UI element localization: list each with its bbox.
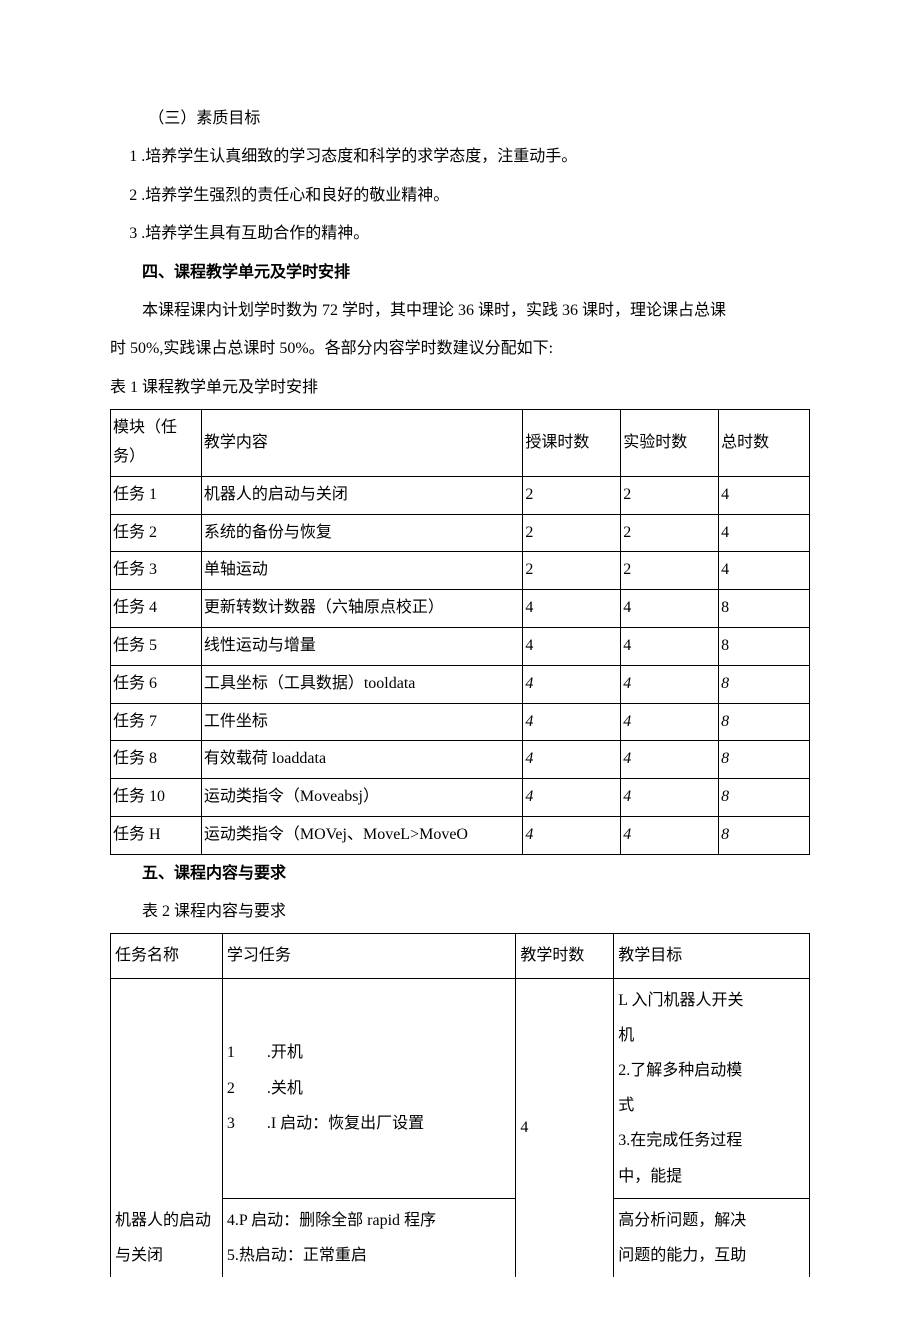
table1-cell: 4 [621, 741, 719, 779]
section4-body: 时 50%,实践课占总课时 50%。各部分内容学时数建议分配如下: [110, 330, 810, 368]
table1-cell: 工件坐标 [201, 703, 523, 741]
table1-cell: 4 [523, 627, 621, 665]
section4-body: 本课程课内计划学时数为 72 学时，其中理论 36 课时，实践 36 课时，理论… [110, 292, 810, 330]
table1-cell: 2 [621, 552, 719, 590]
task-name-cell: 机器人的启动与关闭 [111, 978, 223, 1277]
table1-cell: 4 [523, 665, 621, 703]
table1-header-cell: 实验时数 [621, 410, 719, 477]
table1-cell: 任务 5 [111, 627, 202, 665]
table2-header-cell: 任务名称 [111, 934, 223, 978]
table1-cell: 系统的备份与恢复 [201, 514, 523, 552]
goals-cell: 高分析问题，解决问题的能力，互助 [614, 1198, 810, 1277]
table1-cell: 8 [719, 816, 810, 854]
table1-cell: 4 [523, 590, 621, 628]
table1-header-cell: 模块（任务） [111, 410, 202, 477]
table1-cell: 4 [523, 741, 621, 779]
table1-cell: 4 [523, 779, 621, 817]
table1-header-cell: 授课时数 [523, 410, 621, 477]
table2-header-cell: 教学目标 [614, 934, 810, 978]
table2: 任务名称学习任务教学时数教学目标机器人的启动与关闭1 .开机2 .关机3 .I … [110, 933, 810, 1277]
table1-caption: 表 1 课程教学单元及学时安排 [110, 369, 810, 407]
table1-cell: 任务 1 [111, 476, 202, 514]
table1-cell: 2 [621, 514, 719, 552]
table1-cell: 4 [621, 590, 719, 628]
table1-cell: 任务 4 [111, 590, 202, 628]
table1-cell: 任务 10 [111, 779, 202, 817]
table1-cell: 任务 6 [111, 665, 202, 703]
table2-caption: 表 2 课程内容与要求 [110, 893, 810, 931]
goal-item: 2 .培养学生强烈的责任心和良好的敬业精神。 [110, 177, 810, 215]
table1-header-cell: 总时数 [719, 410, 810, 477]
table2-header-cell: 教学时数 [516, 934, 614, 978]
goals-cell: L 入门机器人开关机2.了解多种启动模式3.在完成任务过程中，能提 [614, 978, 810, 1198]
table1-cell: 4 [621, 703, 719, 741]
table1-cell: 8 [719, 741, 810, 779]
table1-cell: 4 [719, 514, 810, 552]
table1-cell: 4 [621, 816, 719, 854]
table1-cell: 8 [719, 665, 810, 703]
table1-cell: 4 [621, 665, 719, 703]
table1: 模块（任务）教学内容授课时数实验时数总时数任务 1机器人的启动与关闭224任务 … [110, 409, 810, 855]
task-list-cell: 4.P 启动：删除全部 rapid 程序5.热启动：正常重启 [222, 1198, 516, 1277]
table1-cell: 任务 H [111, 816, 202, 854]
table1-cell: 8 [719, 779, 810, 817]
table1-cell: 单轴运动 [201, 552, 523, 590]
table1-cell: 工具坐标（工具数据）tooldata [201, 665, 523, 703]
table1-cell: 2 [523, 552, 621, 590]
table1-cell: 任务 3 [111, 552, 202, 590]
table1-cell: 4 [621, 627, 719, 665]
table1-cell: 4 [719, 552, 810, 590]
table1-cell: 更新转数计数器（六轴原点校正） [201, 590, 523, 628]
table1-cell: 4 [621, 779, 719, 817]
table1-cell: 任务 2 [111, 514, 202, 552]
table1-cell: 2 [523, 476, 621, 514]
table1-cell: 4 [523, 703, 621, 741]
section5-title: 五、课程内容与要求 [110, 855, 810, 893]
table2-header-cell: 学习任务 [222, 934, 516, 978]
table1-cell: 机器人的启动与关闭 [201, 476, 523, 514]
hours-cell: 4 [516, 978, 614, 1277]
table1-cell: 运动类指令（Moveabsj） [201, 779, 523, 817]
table1-cell: 任务 8 [111, 741, 202, 779]
table1-cell: 运动类指令（MOVej、MoveL>MoveO [201, 816, 523, 854]
table1-cell: 4 [523, 816, 621, 854]
table1-cell: 8 [719, 590, 810, 628]
table1-cell: 2 [523, 514, 621, 552]
table1-cell: 有效载荷 loaddata [201, 741, 523, 779]
table1-header-cell: 教学内容 [201, 410, 523, 477]
table1-cell: 4 [719, 476, 810, 514]
table1-cell: 8 [719, 627, 810, 665]
section4-title: 四、课程教学单元及学时安排 [110, 254, 810, 292]
table1-cell: 2 [621, 476, 719, 514]
goal-item: 1 .培养学生认真细致的学习态度和科学的求学态度，注重动手。 [110, 138, 810, 176]
goal-item: 3 .培养学生具有互助合作的精神。 [110, 215, 810, 253]
table1-cell: 线性运动与增量 [201, 627, 523, 665]
table1-cell: 8 [719, 703, 810, 741]
task-list-cell: 1 .开机2 .关机3 .I 启动：恢复出厂设置 [222, 978, 516, 1198]
table1-cell: 任务 7 [111, 703, 202, 741]
sub-heading: （三）素质目标 [110, 100, 810, 138]
